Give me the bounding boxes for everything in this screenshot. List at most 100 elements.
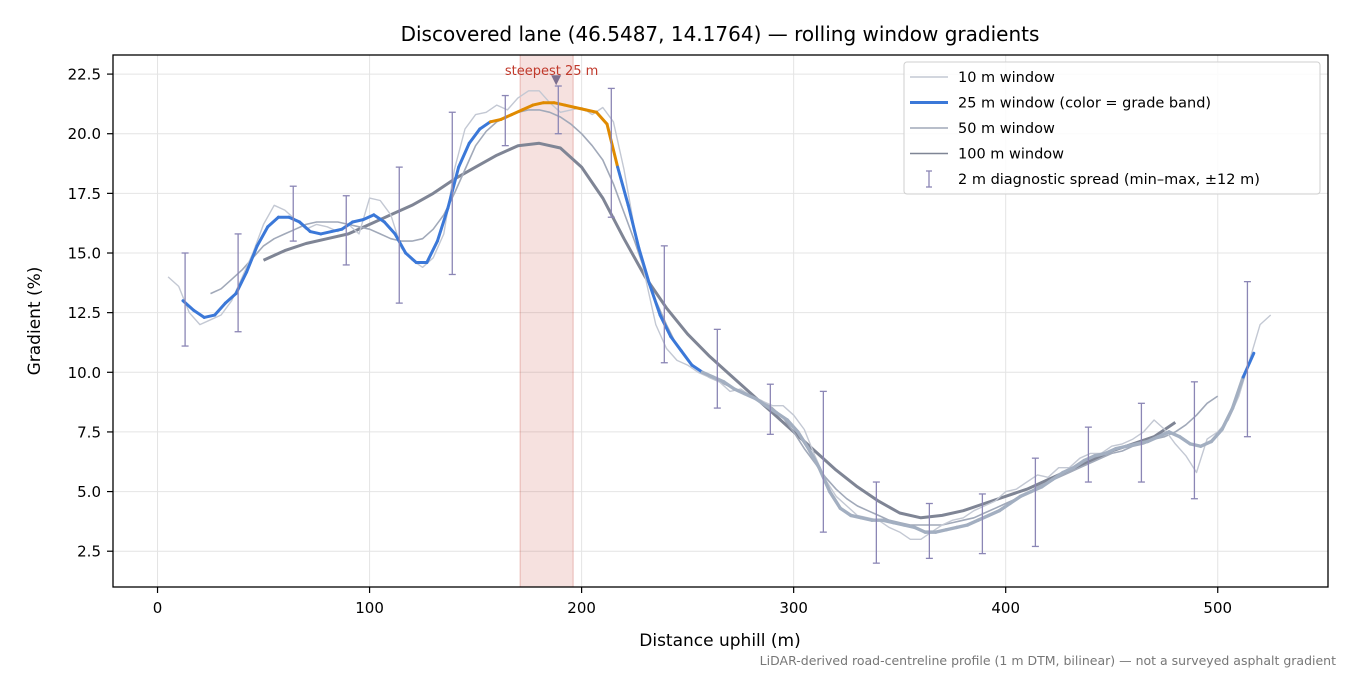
series-25m-segment: [1209, 427, 1224, 444]
series-25m-segment: [1061, 466, 1076, 475]
x-tick-label: 0: [153, 599, 163, 617]
y-tick-label: 10.0: [68, 364, 101, 382]
error-bar: [1084, 426, 1092, 483]
series-25m-segment: [679, 349, 694, 367]
legend-entry: 25 m window (color = grade band): [910, 96, 1211, 112]
series-25m-segment: [202, 313, 217, 319]
legend-box: [903, 61, 1321, 195]
series-25m-segment: [329, 227, 344, 234]
error-bar: [448, 111, 456, 276]
series-25m-segment: [488, 117, 503, 124]
series-25m-segment: [1040, 477, 1055, 489]
series-25m-segment: [404, 251, 418, 265]
series-25m-segment: [700, 370, 715, 379]
error-bar: [234, 233, 242, 333]
series-25m-segment: [859, 516, 874, 522]
error-bar: [395, 166, 403, 304]
error-bar: [607, 87, 615, 218]
series-25m-segment: [1230, 375, 1245, 410]
legend-label: 2 m diagnostic spread (min–max, ±12 m): [958, 172, 1260, 188]
series-25m-segment: [531, 101, 545, 107]
error-bar: [660, 245, 668, 364]
series-25m-segment: [425, 239, 439, 265]
series-25m-segment: [1188, 442, 1203, 448]
series-25m-segment: [552, 101, 567, 107]
series-25m-segment: [192, 308, 206, 319]
x-tick-label: 100: [355, 599, 384, 617]
plot-frame: [112, 54, 1329, 588]
series-25m-segment: [351, 218, 365, 224]
x-tick-label: 400: [991, 599, 1020, 617]
steepest-marker-triangle: [551, 75, 562, 86]
series-25m-segment: [1177, 435, 1192, 446]
series-25m-segment: [520, 103, 535, 112]
series-25m-segment: [467, 127, 482, 145]
series-25m-segment: [690, 363, 704, 374]
steepest-label: steepest 25 m: [505, 64, 598, 79]
series-25m-segment: [743, 392, 758, 401]
series-25m-segment: [510, 108, 524, 117]
y-tick-label: 2.5: [77, 543, 101, 561]
legend-label: 100 m window: [958, 147, 1064, 163]
series-25m-segment: [1146, 435, 1161, 444]
series-25m-segment: [1114, 444, 1129, 451]
series-25m-segment: [584, 108, 598, 114]
error-bar: [713, 328, 721, 409]
series-25m-segment: [891, 520, 906, 527]
error-bar: [819, 390, 827, 533]
y-axis-title: Gradient (%): [25, 267, 45, 376]
series-25m-segment: [245, 244, 259, 274]
x-tick-label: 500: [1203, 599, 1232, 617]
series-25m-segment: [817, 466, 832, 494]
steepest-segment-band: [519, 54, 574, 588]
error-bar: [554, 85, 562, 135]
series-25m-segment: [732, 387, 747, 396]
series-25m-segment: [446, 165, 461, 210]
error-bars: [181, 85, 1251, 564]
error-bar: [501, 94, 509, 147]
x-tick-label: 200: [567, 599, 596, 617]
series-layer: [167, 90, 1272, 540]
series-25m-segment: [499, 113, 514, 121]
series-25m-segment: [796, 430, 811, 451]
series-25m-segment: [806, 446, 821, 470]
series-25m-segment: [1124, 442, 1139, 448]
series-25m-segment: [457, 141, 471, 169]
steepest-marker-layer: steepest 25 m: [505, 64, 598, 86]
error-bar: [181, 252, 189, 347]
series-25m-segment: [626, 203, 641, 250]
error-bar: [289, 185, 297, 242]
series-25m-segment: [563, 103, 577, 109]
series-25m-segment: [298, 220, 312, 234]
series-25m-segment: [1029, 485, 1044, 494]
series-25m-segment: [647, 282, 662, 317]
series-25m-segment: [382, 220, 397, 236]
series-25m-segment: [838, 506, 853, 518]
series-25m-segment: [1241, 351, 1256, 379]
error-bar: [1190, 381, 1198, 500]
series-25m-segment: [573, 105, 588, 112]
error-bar: [978, 493, 986, 555]
series-25m-segment: [372, 213, 386, 224]
error-bar: [1137, 402, 1145, 483]
series-25m-segment: [1103, 446, 1118, 456]
series-25m-segment: [255, 225, 270, 248]
x-tick-label: 300: [779, 599, 808, 617]
series-25m-segment: [223, 292, 238, 305]
series-25m-segment: [987, 508, 1002, 518]
series-25m-segment: [711, 375, 726, 384]
series-25m-segment: [1220, 406, 1235, 432]
y-tick-label: 12.5: [68, 304, 101, 322]
series-25m-segment: [912, 525, 927, 534]
series-25m-segment: [881, 518, 896, 525]
y-tick-label: 20.0: [68, 125, 101, 143]
axes: 0 100 200 300 400 500 2.5 5.0 7.5 10.0 12.5 15.0 17.…: [68, 66, 1232, 617]
series-25m-segment: [997, 501, 1012, 513]
series-25m-window: [181, 101, 1256, 534]
series-100-m-windowline: [262, 141, 1177, 520]
error-bar: [872, 481, 880, 564]
series-25m-segment: [616, 165, 630, 207]
y-tick-label: 22.5: [68, 66, 101, 84]
series-25m-segment: [605, 122, 620, 169]
